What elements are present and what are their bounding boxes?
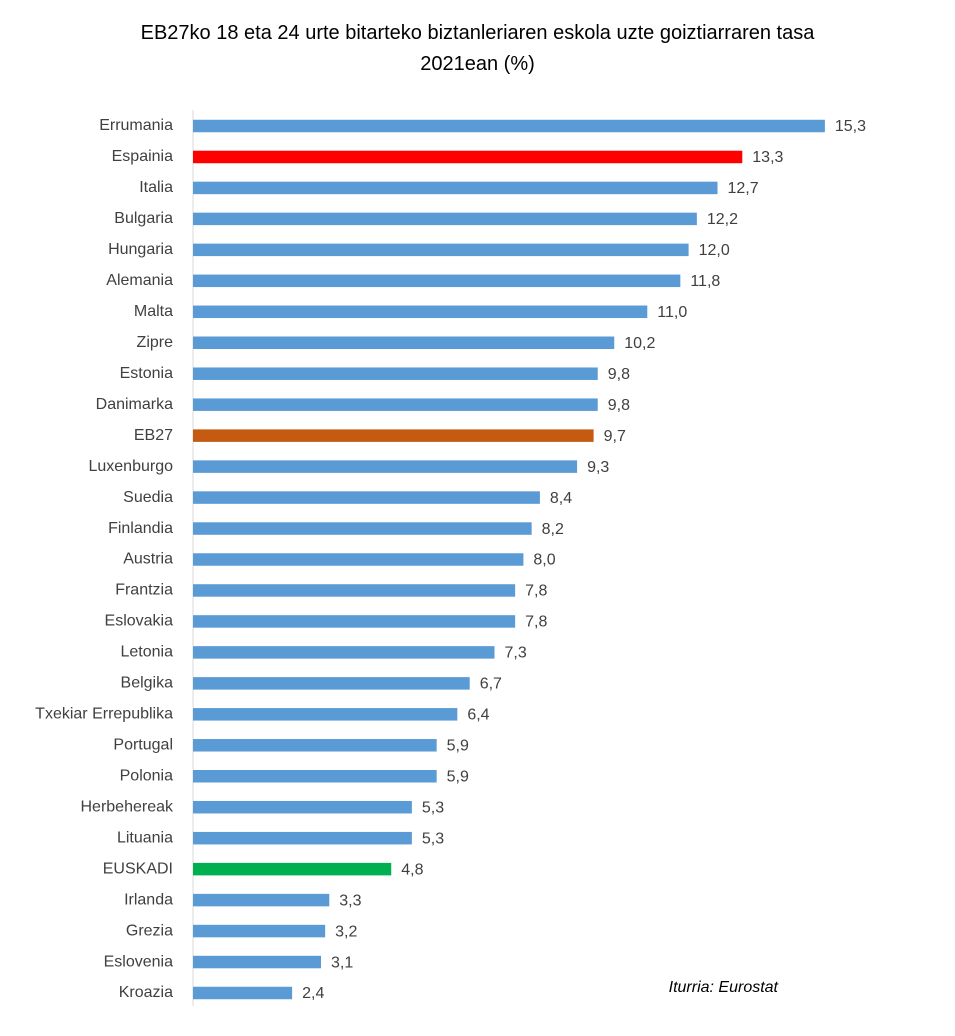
value-label: 6,7 [480,676,502,693]
bar [193,615,516,628]
category-label: Belgika [121,675,174,692]
source-note: Iturria: Eurostat [669,979,779,996]
bar [193,181,718,195]
value-label: 9,3 [587,459,609,476]
category-label: Estonia [120,365,173,382]
category-label: Alemania [106,272,173,289]
bar [193,150,743,164]
category-label: Frantzia [115,582,173,599]
value-label: 5,3 [422,830,444,847]
value-label: 8,0 [533,552,555,569]
value-label: 7,8 [525,583,547,600]
category-label: Eslovakia [105,613,174,630]
bar [193,708,458,721]
value-label: 9,8 [608,366,630,383]
category-label: Herbehereak [81,798,175,815]
bar [193,336,615,349]
value-label: 12,2 [707,211,738,228]
category-label: Espainia [112,148,173,165]
category-label: Grezia [126,922,173,939]
bar [193,491,540,504]
category-label: Hungaria [108,241,173,258]
category-label: Irlanda [124,891,173,908]
value-label: 3,1 [331,954,353,971]
category-label: Malta [134,303,173,320]
category-label: Txekiar Errepublika [35,706,173,723]
bar [193,646,495,659]
value-label: 3,2 [335,923,357,940]
value-label: 2,4 [302,985,324,1002]
bar [193,119,825,133]
bar [193,986,293,1000]
bar [193,739,437,752]
bar [193,770,437,783]
value-label: 13,3 [752,149,783,166]
value-label: 11,8 [690,273,720,290]
bar [193,893,330,907]
category-label: Kroazia [119,984,173,1001]
value-label: 3,3 [339,892,361,909]
value-label: 8,4 [550,490,572,507]
value-label: 6,4 [467,707,489,724]
value-label: 7,8 [525,614,547,631]
bar [193,367,598,380]
category-label: Letonia [121,644,174,661]
category-label: Austria [123,551,173,568]
bar [193,460,578,473]
bar [193,212,697,226]
value-label: 5,3 [422,799,444,816]
bar [193,862,392,876]
category-label: Eslovenia [104,953,173,970]
category-label: Danimarka [96,396,173,413]
bar [193,677,470,690]
bar [193,584,516,597]
value-label: 5,9 [447,738,469,755]
bar [193,305,648,319]
value-label: 10,2 [624,335,655,352]
category-label: Portugal [113,737,173,754]
category-label: Suedia [123,489,173,506]
category-label: Errumania [99,117,173,134]
category-label: Finlandia [108,520,173,537]
category-label: EUSKADI [103,860,173,877]
bar [193,955,322,969]
value-label: 12,0 [699,242,730,259]
value-label: 7,3 [504,645,526,662]
category-label: Bulgaria [114,210,173,227]
category-label: Lituania [117,829,173,846]
bar [193,243,689,257]
category-label: Zipre [137,334,174,351]
category-label: Luxenburgo [88,458,173,475]
value-label: 8,2 [542,521,564,538]
bar [193,831,412,845]
value-label: 9,7 [604,428,626,445]
bar [193,429,594,442]
category-label: Polonia [120,767,173,784]
value-label: 4,8 [401,861,423,878]
bar [193,522,532,535]
chart-title: EB27ko 18 eta 24 urte bitarteko biztanle… [140,22,815,75]
category-label: EB27 [134,427,173,444]
bar [193,398,598,411]
category-label: Italia [139,179,173,196]
bar [193,924,326,938]
value-label: 15,3 [835,118,866,135]
bar [193,553,524,566]
bar [193,274,681,288]
value-label: 12,7 [728,180,759,197]
value-label: 5,9 [447,768,469,785]
bar [193,800,412,814]
value-label: 9,8 [608,397,630,414]
value-label: 11,0 [657,304,687,321]
